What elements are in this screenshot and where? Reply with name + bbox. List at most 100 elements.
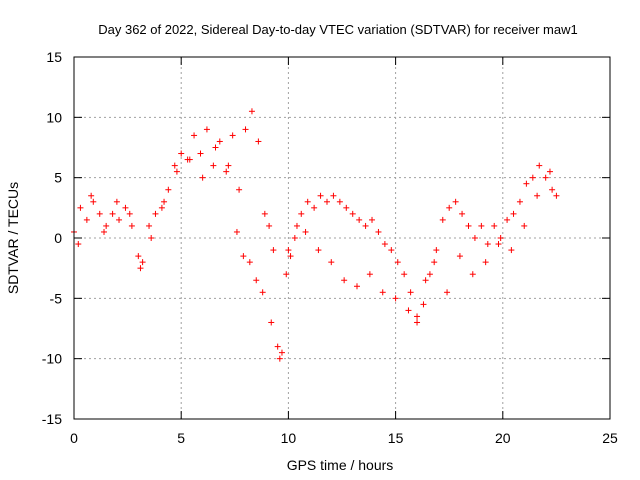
data-point — [459, 210, 466, 217]
data-point — [439, 216, 446, 223]
data-point — [315, 247, 322, 254]
data-point — [529, 174, 536, 181]
data-point — [379, 289, 386, 296]
data-point — [96, 210, 103, 217]
data-point — [414, 319, 421, 326]
data-point — [311, 204, 318, 211]
data-point — [229, 132, 236, 139]
x-axis-label: GPS time / hours — [287, 457, 394, 473]
data-point — [278, 349, 285, 356]
data-point — [523, 180, 530, 187]
data-point — [88, 192, 95, 199]
data-point — [126, 210, 133, 217]
data-point — [444, 289, 451, 296]
data-point — [135, 253, 142, 260]
data-point — [240, 253, 247, 260]
y-tick-label: -10 — [42, 351, 62, 367]
data-point — [109, 210, 116, 217]
x-tick-label: 20 — [495, 430, 511, 446]
data-point — [233, 228, 240, 235]
data-point — [388, 247, 395, 254]
data-point — [392, 295, 399, 302]
data-point — [216, 138, 223, 145]
y-tick-label: 5 — [54, 170, 62, 186]
data-point — [178, 150, 185, 157]
data-point — [497, 235, 504, 241]
data-point — [323, 198, 330, 205]
data-point — [197, 150, 204, 157]
data-point — [165, 186, 172, 193]
y-tick-label: 0 — [54, 230, 62, 246]
y-axis-label: SDTVAR / TECUs — [5, 182, 21, 294]
data-point — [253, 277, 260, 284]
data-point — [223, 168, 230, 175]
data-points — [71, 108, 560, 362]
data-point — [225, 162, 232, 169]
x-tick-label: 10 — [281, 430, 297, 446]
data-point — [103, 222, 110, 229]
x-tick-label: 0 — [70, 430, 78, 446]
data-point — [210, 162, 217, 169]
data-point — [456, 253, 463, 260]
data-point — [317, 192, 324, 199]
data-point — [516, 198, 523, 205]
data-point — [465, 222, 472, 229]
data-point — [369, 216, 376, 223]
data-point — [158, 204, 165, 211]
data-point — [148, 235, 155, 241]
y-tick-label: -15 — [42, 411, 62, 427]
data-point — [101, 228, 108, 235]
data-point — [354, 283, 361, 290]
data-point — [510, 210, 517, 217]
data-point — [139, 259, 146, 266]
data-point — [212, 144, 219, 151]
data-point — [469, 271, 476, 278]
data-point — [298, 210, 305, 217]
data-point — [293, 222, 300, 229]
data-point — [394, 259, 401, 266]
data-point — [482, 259, 489, 266]
data-point — [330, 192, 337, 199]
data-point — [484, 241, 491, 248]
data-point — [553, 192, 560, 199]
data-point — [77, 204, 84, 211]
data-point — [381, 241, 388, 248]
data-point — [291, 235, 298, 241]
data-point — [521, 222, 528, 229]
data-point — [452, 198, 459, 205]
data-point — [259, 289, 266, 296]
data-point — [302, 228, 309, 235]
data-point — [426, 271, 433, 278]
data-point — [268, 319, 275, 326]
data-point — [236, 186, 243, 193]
data-point — [542, 174, 549, 181]
data-point — [491, 222, 498, 229]
data-point — [349, 210, 356, 217]
data-point — [401, 271, 408, 278]
data-point — [414, 313, 421, 320]
data-point — [495, 241, 502, 248]
x-tick-label: 5 — [177, 430, 185, 446]
data-point — [161, 198, 168, 205]
data-point — [422, 277, 429, 284]
data-point — [285, 247, 292, 254]
x-tick-labels: 0 5 10 15 20 25 — [70, 430, 618, 446]
data-point — [83, 216, 90, 223]
data-point — [128, 222, 135, 229]
data-point — [549, 186, 556, 193]
data-point — [171, 162, 178, 169]
data-point — [534, 192, 541, 199]
data-point — [90, 198, 97, 205]
data-point — [405, 307, 412, 314]
data-point — [186, 156, 193, 163]
data-point — [137, 265, 144, 272]
data-point — [471, 235, 478, 241]
data-point — [446, 204, 453, 211]
data-point — [504, 216, 511, 223]
data-point — [242, 126, 249, 133]
data-point — [433, 247, 440, 254]
y-tick-label: 15 — [46, 49, 62, 65]
data-point — [328, 259, 335, 266]
y-tick-label: 10 — [46, 109, 62, 125]
